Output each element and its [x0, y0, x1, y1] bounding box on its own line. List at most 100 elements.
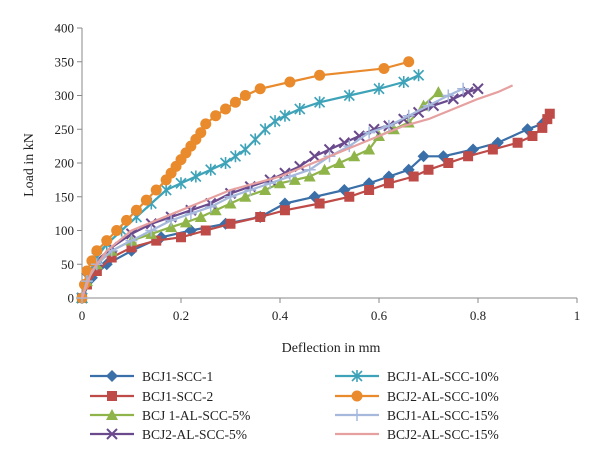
data-point	[200, 118, 212, 130]
data-point	[333, 157, 346, 168]
data-point	[343, 89, 355, 102]
data-point	[403, 56, 415, 68]
data-point	[249, 133, 261, 146]
legend-label: BCJ2-AL-SCC-5%	[142, 427, 247, 442]
series-layer	[76, 56, 555, 304]
data-point	[225, 218, 236, 229]
data-point	[125, 228, 138, 240]
legend-item: BCJ2-AL-SCC-10%	[335, 389, 499, 404]
data-point	[239, 90, 251, 101]
data-point	[121, 214, 133, 226]
data-point	[487, 144, 498, 155]
data-point	[353, 130, 365, 142]
data-point	[145, 224, 158, 237]
legend-item: BCJ2-AL-SCC-5%	[90, 427, 247, 442]
data-point	[314, 96, 326, 109]
legend-swatch-marker	[351, 370, 363, 382]
data-point	[413, 69, 425, 82]
series-line	[80, 84, 514, 299]
data-point	[432, 86, 445, 98]
series-line	[80, 87, 464, 299]
legend-swatch-marker	[106, 428, 118, 440]
data-point	[542, 114, 553, 125]
y-tick-label: 200	[55, 156, 75, 171]
data-point	[363, 126, 376, 139]
data-point	[269, 115, 281, 128]
data-point	[165, 214, 178, 227]
data-point	[130, 204, 142, 216]
data-point	[151, 235, 162, 246]
data-point	[303, 170, 316, 182]
data-point	[259, 123, 271, 136]
y-tick-label: 150	[55, 189, 75, 204]
data-point	[81, 265, 93, 277]
data-point	[91, 245, 103, 257]
data-point	[364, 185, 375, 195]
y-tick-label: 400	[55, 21, 75, 36]
data-point	[348, 150, 361, 162]
data-point	[184, 207, 197, 220]
data-point	[284, 76, 296, 88]
data-point	[254, 83, 266, 95]
data-point	[101, 235, 113, 247]
legend: BCJ1-SCC-1 BCJ1-SCC-2 BCJ 1-AL-SCC-5% BCJ2-…	[90, 369, 499, 442]
data-point	[176, 232, 186, 243]
data-point	[179, 216, 192, 228]
legend-swatch-marker	[106, 409, 118, 420]
data-point	[239, 143, 251, 156]
data-point	[229, 96, 241, 108]
data-point	[378, 63, 390, 74]
data-point	[255, 212, 266, 222]
data-point	[224, 190, 237, 203]
data-point	[323, 143, 336, 156]
x-axis-title: Deflection in mm	[282, 341, 381, 356]
data-point	[259, 184, 272, 195]
data-point	[160, 184, 172, 196]
data-point	[408, 171, 419, 182]
legend-item: BCJ1-SCC-1	[90, 369, 213, 384]
data-point	[205, 163, 217, 176]
data-point	[363, 143, 376, 155]
series-1	[76, 117, 549, 304]
legend-item: BCJ 1-AL-SCC-5%	[90, 408, 250, 423]
data-point	[382, 119, 395, 132]
data-point	[111, 225, 123, 236]
data-point	[126, 242, 137, 253]
data-point	[204, 200, 217, 213]
data-point	[294, 103, 306, 115]
data-point	[150, 184, 162, 196]
data-point	[463, 151, 474, 162]
data-point	[210, 110, 222, 122]
y-tick-label: 100	[55, 223, 75, 238]
legend-label: BCJ 1-AL-SCC-5%	[142, 408, 250, 423]
data-point	[106, 252, 117, 263]
legend-item: BCJ1-AL-SCC-10%	[335, 369, 499, 384]
legend-label: BCJ1-AL-SCC-10%	[387, 369, 499, 384]
data-point	[537, 122, 548, 133]
data-point	[373, 82, 385, 95]
legend-item: BCJ2-AL-SCC-15%	[335, 427, 499, 442]
data-point	[512, 137, 523, 148]
series-3	[76, 86, 445, 303]
data-point	[195, 127, 207, 139]
data-point	[303, 163, 316, 176]
x-tick-label: 0.4	[272, 308, 289, 323]
data-point	[190, 170, 202, 183]
legend-item: BCJ1-AL-SCC-15%	[335, 408, 499, 423]
y-axis-title: Load in kN	[22, 133, 37, 197]
data-point	[318, 163, 331, 175]
data-point	[383, 178, 394, 189]
x-tick-label: 0.8	[470, 308, 486, 323]
x-tick-label: 0	[79, 308, 86, 323]
legend-label: BCJ1-SCC-1	[142, 369, 213, 384]
data-point	[442, 89, 455, 102]
data-point	[219, 157, 232, 169]
data-point	[200, 225, 211, 236]
legend-swatch-marker	[107, 391, 117, 401]
data-point	[274, 177, 286, 189]
data-point	[194, 211, 207, 222]
y-tick-label: 300	[55, 88, 75, 103]
x-tick-label: 1	[574, 308, 581, 323]
x-tick-label: 0.6	[371, 308, 388, 323]
data-point	[544, 108, 555, 119]
